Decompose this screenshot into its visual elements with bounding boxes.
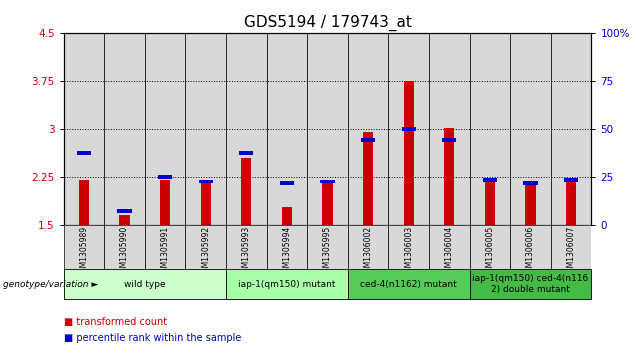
Text: GSM1306004: GSM1306004 (445, 226, 454, 277)
Text: GSM1306003: GSM1306003 (404, 226, 413, 277)
FancyBboxPatch shape (64, 225, 104, 269)
Text: GSM1306007: GSM1306007 (567, 226, 576, 277)
Text: iap-1(qm150) mutant: iap-1(qm150) mutant (238, 280, 336, 289)
Bar (389, 33, 429, 225)
Bar (485, 180, 495, 225)
Text: GSM1306005: GSM1306005 (485, 226, 494, 277)
Bar (551, 33, 591, 225)
Text: GSM1306002: GSM1306002 (364, 226, 373, 277)
Text: ■ percentile rank within the sample: ■ percentile rank within the sample (64, 333, 241, 343)
Bar (118, 209, 132, 213)
Text: wild type: wild type (124, 280, 165, 289)
FancyBboxPatch shape (266, 225, 307, 269)
Bar (77, 151, 91, 155)
Bar (510, 33, 551, 225)
Bar (469, 33, 510, 225)
Title: GDS5194 / 179743_at: GDS5194 / 179743_at (244, 15, 411, 31)
Text: GSM1305995: GSM1305995 (323, 226, 332, 277)
Bar (348, 33, 389, 225)
Bar (120, 216, 130, 225)
Bar (282, 207, 292, 225)
FancyBboxPatch shape (510, 225, 551, 269)
Bar (322, 183, 333, 225)
Bar (158, 175, 172, 179)
Bar (307, 33, 348, 225)
Bar (145, 33, 186, 225)
FancyBboxPatch shape (429, 225, 469, 269)
Bar (64, 33, 104, 225)
FancyBboxPatch shape (145, 225, 186, 269)
Bar (321, 180, 335, 183)
Bar (442, 138, 457, 142)
FancyBboxPatch shape (186, 225, 226, 269)
Bar (104, 33, 145, 225)
Text: GSM1305991: GSM1305991 (161, 226, 170, 277)
Bar (239, 151, 253, 155)
Text: iap-1(qm150) ced-4(n116
2) double mutant: iap-1(qm150) ced-4(n116 2) double mutant (473, 274, 589, 294)
Bar (429, 33, 469, 225)
Text: ■ transformed count: ■ transformed count (64, 317, 167, 327)
Bar (566, 180, 576, 225)
FancyBboxPatch shape (307, 225, 348, 269)
Bar (198, 180, 213, 183)
FancyBboxPatch shape (469, 225, 510, 269)
Bar (402, 127, 416, 131)
Bar (525, 183, 536, 225)
FancyBboxPatch shape (226, 225, 266, 269)
FancyBboxPatch shape (104, 225, 145, 269)
Bar (523, 182, 537, 185)
FancyBboxPatch shape (551, 225, 591, 269)
Bar (361, 138, 375, 142)
Text: GSM1305990: GSM1305990 (120, 226, 129, 277)
FancyBboxPatch shape (469, 269, 591, 299)
Text: GSM1305993: GSM1305993 (242, 226, 251, 277)
Bar (363, 132, 373, 225)
Bar (404, 81, 414, 225)
Bar (241, 158, 251, 225)
Bar (160, 180, 170, 225)
Text: genotype/variation ►: genotype/variation ► (3, 280, 99, 289)
Bar (266, 33, 307, 225)
FancyBboxPatch shape (348, 225, 389, 269)
Text: ced-4(n1162) mutant: ced-4(n1162) mutant (361, 280, 457, 289)
Bar (186, 33, 226, 225)
Bar (280, 182, 294, 185)
Text: GSM1305992: GSM1305992 (201, 226, 211, 277)
FancyBboxPatch shape (226, 269, 348, 299)
FancyBboxPatch shape (389, 225, 429, 269)
Text: GSM1305989: GSM1305989 (80, 226, 88, 277)
Bar (564, 178, 578, 182)
Bar (226, 33, 266, 225)
FancyBboxPatch shape (348, 269, 469, 299)
Bar (79, 180, 89, 225)
Bar (483, 178, 497, 182)
Bar (445, 127, 455, 225)
Text: GSM1306006: GSM1306006 (526, 226, 535, 277)
Text: GSM1305994: GSM1305994 (282, 226, 291, 277)
Bar (200, 183, 211, 225)
FancyBboxPatch shape (64, 269, 226, 299)
